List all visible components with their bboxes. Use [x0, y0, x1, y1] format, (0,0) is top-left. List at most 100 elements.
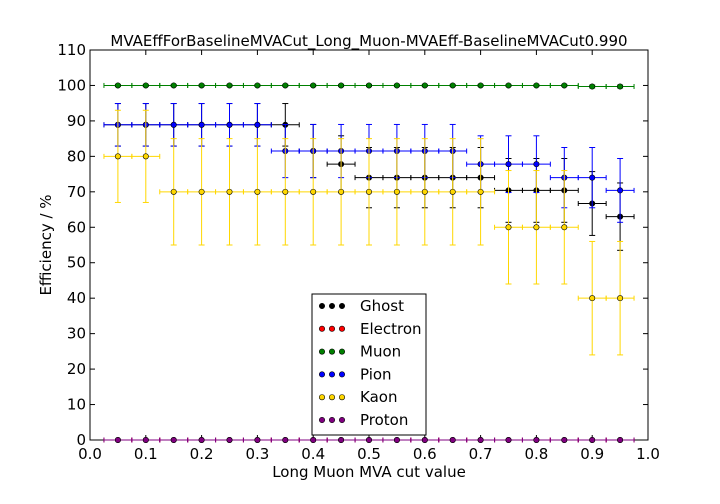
legend-marker-muon	[328, 348, 335, 355]
kaon-point	[505, 224, 512, 231]
legend-label-ghost: Ghost	[360, 297, 404, 315]
proton-point	[198, 436, 205, 443]
y-tick-label: 20	[67, 360, 86, 378]
x-axis-title: Long Muon MVA cut value	[272, 463, 466, 481]
muon-point	[617, 83, 624, 90]
legend-label-pion: Pion	[360, 365, 392, 383]
legend-marker-pion	[338, 371, 345, 378]
kaon-point	[170, 188, 177, 195]
kaon-point	[393, 188, 400, 195]
proton-point	[142, 436, 149, 443]
proton-point	[310, 436, 317, 443]
legend-label-muon: Muon	[360, 343, 401, 361]
y-tick-label: 0	[76, 431, 86, 449]
legend-marker-proton	[328, 416, 335, 423]
legend-marker-pion	[318, 371, 325, 378]
muon-point	[142, 82, 149, 89]
y-tick-label: 40	[67, 289, 86, 307]
legend-marker-muon	[338, 348, 345, 355]
proton-point	[254, 436, 261, 443]
legend-marker-ghost	[318, 302, 325, 309]
muon-point	[449, 82, 456, 89]
muon-point	[254, 82, 261, 89]
muon-point	[365, 82, 372, 89]
kaon-point	[338, 188, 345, 195]
x-tick-label: 0.7	[469, 445, 493, 463]
kaon-point	[533, 224, 540, 231]
legend-marker-electron	[318, 325, 325, 332]
x-tick-label: 0.8	[524, 445, 548, 463]
kaon-point	[477, 188, 484, 195]
legend-label-electron: Electron	[360, 320, 422, 338]
muon-point	[477, 82, 484, 89]
x-tick-label: 0.3	[245, 445, 269, 463]
legend-marker-electron	[328, 325, 335, 332]
proton-point	[561, 436, 568, 443]
legend-box	[311, 293, 427, 436]
kaon-point	[561, 224, 568, 231]
proton-point	[477, 436, 484, 443]
y-tick-label: 30	[67, 325, 86, 343]
plot-area: 0.0 0.1 0.2 0.3 0.4 0.5 0.6 0.7 0.8 0.9 1.0 0 10 20 30…	[57, 41, 660, 463]
muon-point	[561, 82, 568, 89]
muon-point	[114, 82, 121, 89]
proton-point	[505, 436, 512, 443]
kaon-point	[254, 188, 261, 195]
x-tick-label: 0.2	[190, 445, 214, 463]
x-tick-label: 0.4	[301, 445, 325, 463]
kaon-point	[449, 188, 456, 195]
muon-point	[338, 82, 345, 89]
kaon-point	[589, 295, 596, 302]
pion-point	[198, 121, 205, 128]
pion-point	[617, 187, 624, 194]
muon-point	[589, 83, 596, 90]
legend-marker-muon	[318, 348, 325, 355]
proton-point	[365, 436, 372, 443]
chart-title: MVAEffForBaselineMVACut_Long_Muon-MVAEff…	[110, 32, 627, 51]
pion-point	[505, 161, 512, 168]
legend-label-kaon: Kaon	[360, 388, 397, 406]
kaon-point	[198, 188, 205, 195]
y-tick-label: 50	[67, 254, 86, 272]
legend-marker-kaon	[328, 394, 335, 401]
legend-marker-proton	[338, 416, 345, 423]
y-tick-label: 10	[67, 396, 86, 414]
legend-marker-ghost	[338, 302, 345, 309]
muon-point	[282, 82, 289, 89]
pion-point	[170, 121, 177, 128]
muon-point	[310, 82, 317, 89]
muon-point	[226, 82, 233, 89]
kaon-point	[421, 188, 428, 195]
kaon-point	[114, 153, 121, 160]
pion-point	[254, 121, 261, 128]
y-tick-label: 70	[67, 183, 86, 201]
kaon-point	[617, 295, 624, 302]
x-tick-label: 1.0	[636, 445, 660, 463]
x-tick-label: 0.9	[580, 445, 604, 463]
muon-point	[533, 82, 540, 89]
muon-point	[393, 82, 400, 89]
x-tick-label: 0.1	[134, 445, 158, 463]
series-muon	[103, 82, 635, 90]
proton-point	[533, 436, 540, 443]
legend-label-proton: Proton	[360, 411, 408, 429]
y-tick-label: 100	[57, 76, 86, 94]
kaon-point	[142, 153, 149, 160]
kaon-point	[365, 188, 372, 195]
legend: Ghost Electron Muon Pion Kaon Proton	[311, 293, 427, 436]
legend-marker-ghost	[328, 302, 335, 309]
proton-point	[226, 436, 233, 443]
proton-point	[421, 436, 428, 443]
muon-point	[421, 82, 428, 89]
pion-point	[533, 161, 540, 168]
proton-point	[170, 436, 177, 443]
y-tick-label: 80	[67, 147, 86, 165]
series-kaon	[103, 109, 635, 356]
muon-point	[505, 82, 512, 89]
x-tick-label: 0.6	[413, 445, 437, 463]
x-tick-label: 0.5	[357, 445, 381, 463]
y-axis-title: Efficiency / %	[37, 194, 55, 295]
legend-marker-pion	[328, 371, 335, 378]
